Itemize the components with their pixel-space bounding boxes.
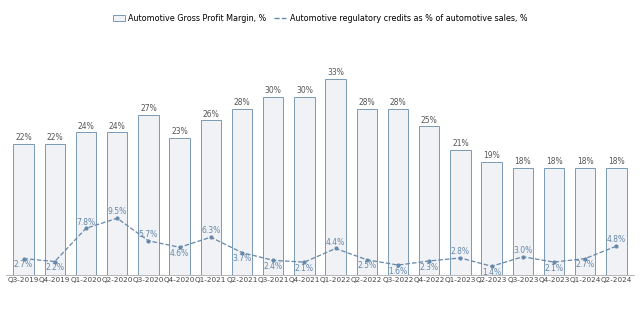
Bar <box>263 97 284 275</box>
Bar <box>606 168 627 275</box>
Bar <box>451 150 470 275</box>
Bar <box>388 109 408 275</box>
Text: 5.7%: 5.7% <box>139 230 158 239</box>
Text: 18%: 18% <box>577 157 593 166</box>
Bar <box>544 168 564 275</box>
Text: 24%: 24% <box>109 121 125 130</box>
Text: 19%: 19% <box>483 151 500 160</box>
Text: 4.4%: 4.4% <box>326 238 345 247</box>
Text: 7.8%: 7.8% <box>76 217 95 227</box>
Text: 18%: 18% <box>515 157 531 166</box>
Text: 6.3%: 6.3% <box>201 227 220 236</box>
Text: 4.6%: 4.6% <box>170 249 189 258</box>
Bar <box>201 120 221 275</box>
Text: 18%: 18% <box>608 157 625 166</box>
Legend: Automotive Gross Profit Margin, %, Automotive regulatory credits as % of automot: Automotive Gross Profit Margin, %, Autom… <box>109 11 531 26</box>
Bar <box>513 168 533 275</box>
Text: 1.4%: 1.4% <box>482 268 501 277</box>
Bar <box>13 144 34 275</box>
Bar <box>76 132 96 275</box>
Text: 22%: 22% <box>15 133 32 142</box>
Text: 1.6%: 1.6% <box>388 267 408 276</box>
Text: 27%: 27% <box>140 104 157 113</box>
Text: 28%: 28% <box>358 98 375 107</box>
Text: 25%: 25% <box>421 115 438 124</box>
Text: 2.7%: 2.7% <box>14 260 33 269</box>
Bar <box>356 109 377 275</box>
Text: 4.8%: 4.8% <box>607 235 626 244</box>
Text: 18%: 18% <box>546 157 563 166</box>
Bar <box>232 109 252 275</box>
Text: 24%: 24% <box>77 121 94 130</box>
Text: 2.7%: 2.7% <box>575 260 595 269</box>
Text: 3.0%: 3.0% <box>513 246 532 255</box>
Bar <box>575 168 595 275</box>
Text: 30%: 30% <box>265 86 282 95</box>
Bar <box>419 126 439 275</box>
Text: 2.1%: 2.1% <box>295 264 314 273</box>
Bar <box>107 132 127 275</box>
Text: 2.5%: 2.5% <box>357 261 376 271</box>
Bar <box>294 97 314 275</box>
Bar <box>170 138 189 275</box>
Text: 9.5%: 9.5% <box>108 207 127 217</box>
Text: 2.2%: 2.2% <box>45 263 64 272</box>
Bar <box>138 115 159 275</box>
Text: 21%: 21% <box>452 139 468 148</box>
Text: 2.3%: 2.3% <box>420 263 439 271</box>
Text: 3.7%: 3.7% <box>232 254 252 263</box>
Text: 23%: 23% <box>172 127 188 136</box>
Bar <box>326 79 346 275</box>
Bar <box>45 144 65 275</box>
Text: 30%: 30% <box>296 86 313 95</box>
Text: 26%: 26% <box>202 110 219 119</box>
Text: 28%: 28% <box>390 98 406 107</box>
Text: 22%: 22% <box>47 133 63 142</box>
Text: 2.8%: 2.8% <box>451 247 470 256</box>
Text: 33%: 33% <box>327 68 344 77</box>
Text: 2.4%: 2.4% <box>264 262 283 271</box>
Text: 28%: 28% <box>234 98 250 107</box>
Bar <box>481 162 502 275</box>
Text: 2.1%: 2.1% <box>545 264 564 273</box>
